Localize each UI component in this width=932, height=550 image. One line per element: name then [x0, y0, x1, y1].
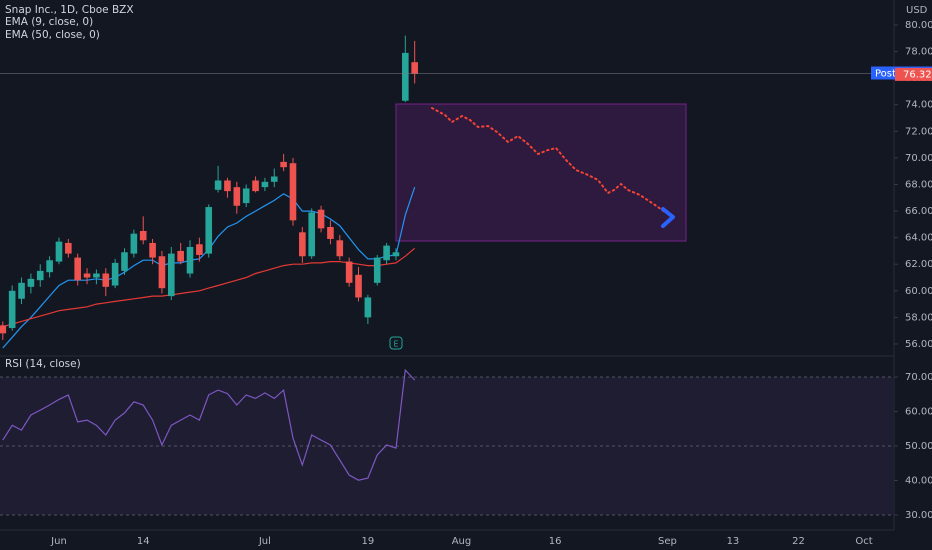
y-tick-label: 70.00	[905, 372, 932, 383]
candle-body	[18, 282, 25, 299]
y-tick-label: 74.00	[905, 100, 932, 111]
y-tick-label: 72.00	[905, 126, 932, 137]
candle-body	[177, 250, 184, 262]
candle-body	[364, 297, 372, 318]
x-tick-label: 22	[792, 536, 805, 547]
rsi-line	[2, 368, 416, 481]
earnings-badge-label: E	[393, 340, 398, 349]
candle-body	[93, 273, 100, 278]
candle-body	[55, 241, 63, 262]
candle-body	[46, 260, 53, 273]
y-tick-label: 68.00	[905, 179, 932, 190]
candle-body	[327, 227, 334, 239]
candle-body	[383, 245, 390, 261]
candle-body	[252, 180, 259, 192]
candle-body	[261, 181, 269, 188]
x-tick-label: 19	[362, 536, 375, 547]
x-tick-label: Jul	[258, 536, 271, 547]
candle-body	[0, 325, 7, 334]
candle-body	[74, 257, 81, 281]
candle-body	[411, 62, 418, 74]
candle-body	[270, 176, 278, 182]
x-tick-label: Aug	[452, 536, 472, 547]
candle-body	[27, 278, 35, 287]
candle-body	[121, 252, 128, 271]
forecast-path	[431, 107, 666, 213]
forecast-box	[395, 103, 687, 242]
y-tick-label: 40.00	[905, 475, 932, 486]
candle-body	[355, 274, 362, 298]
candle-body	[36, 270, 44, 281]
y-tick-label: 60.00	[905, 407, 932, 418]
candle-body	[214, 180, 222, 190]
candle-body	[402, 52, 409, 101]
y-tick-label: 60.00	[905, 286, 932, 297]
candle-body	[149, 242, 156, 258]
candle-body	[65, 242, 72, 254]
candle-body	[308, 212, 316, 257]
last-price-tag	[895, 67, 932, 81]
y-tick-label: 70.00	[905, 153, 932, 164]
post-tag-label: Post	[875, 68, 896, 79]
legend-entry: EMA (50, close, 0)	[5, 29, 100, 41]
y-tick-label: 50.00	[905, 441, 932, 452]
y-tick-label: 64.00	[905, 233, 932, 244]
y-tick-label: 58.00	[905, 312, 932, 323]
x-tick-label: Jun	[50, 536, 67, 547]
user-drawings	[395, 103, 687, 242]
candle-body	[196, 244, 203, 255]
candle-body	[289, 163, 297, 221]
candle-body	[299, 232, 306, 257]
currency-label: USD	[906, 5, 928, 16]
x-tick-label: 14	[137, 536, 150, 547]
y-tick-label: 62.00	[905, 259, 932, 270]
x-tick-label: Oct	[855, 536, 872, 547]
rsi-title: RSI (14, close)	[5, 358, 81, 370]
candle-body	[167, 253, 175, 297]
y-tick-label: 56.00	[905, 339, 932, 350]
candle-body	[280, 161, 287, 168]
legend-entry: EMA (9, close, 0)	[5, 16, 93, 28]
candle-body	[186, 246, 194, 274]
chart-title: Snap Inc., 1D, Cboe BZX	[5, 4, 134, 16]
earnings-badge	[389, 336, 403, 350]
y-tick-label: 80.00	[905, 20, 932, 31]
candle-body	[130, 233, 138, 254]
candle-body	[317, 209, 325, 229]
x-tick-label: Sep	[658, 536, 677, 547]
candle-body	[242, 188, 250, 204]
y-tick-label: 66.00	[905, 206, 932, 217]
candle-body	[392, 252, 400, 257]
candle-body	[373, 257, 381, 283]
candle-body	[345, 261, 353, 283]
candle-body	[336, 240, 344, 257]
x-tick-label: 16	[549, 536, 562, 547]
forecast-arrow	[661, 207, 675, 228]
candle-body	[83, 273, 91, 278]
y-tick-label: 78.00	[905, 47, 932, 58]
candle-body	[205, 207, 213, 254]
candle-body	[111, 262, 119, 286]
candle-body	[158, 256, 166, 289]
candle-body	[102, 273, 110, 287]
x-tick-label: 13	[727, 536, 740, 547]
last-price-label: 76.32	[903, 69, 932, 80]
y-tick-label: 30.00	[905, 510, 932, 521]
candle-body	[224, 180, 231, 192]
candle-body	[233, 187, 241, 206]
candle-body	[8, 290, 16, 329]
candle-body	[139, 230, 147, 241]
